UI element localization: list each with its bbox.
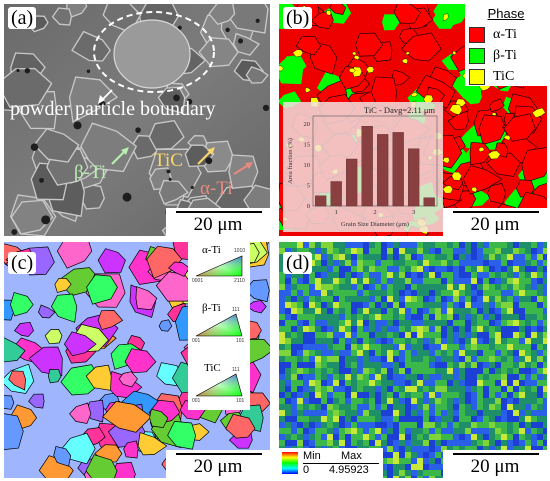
histogram-bar bbox=[408, 148, 420, 207]
alpha-annotation: α-Ti bbox=[200, 178, 233, 199]
histogram-title: TiC - Davg=2.11 μm bbox=[364, 105, 435, 115]
panel-c-ipf-map: (c) α-Ti 0001 2110 bbox=[4, 242, 270, 478]
ipf-triangles bbox=[195, 255, 243, 397]
ipf-beta-triangle bbox=[195, 313, 243, 337]
scale-bar bbox=[176, 211, 262, 213]
scale-bar bbox=[176, 453, 262, 455]
panel-a-label: (a) bbox=[8, 7, 37, 29]
powder-particle bbox=[113, 19, 191, 89]
ipf-alpha-triangle bbox=[195, 255, 243, 277]
histogram-xlabel: Grain Size Diameter (μm) bbox=[341, 221, 409, 228]
histogram-frame bbox=[312, 115, 438, 207]
boundary-annotation: powder particle boundary bbox=[10, 98, 216, 120]
tic-swatch bbox=[469, 68, 485, 85]
ipf-tic-corner-3: 111 bbox=[232, 367, 240, 373]
histogram-bar bbox=[423, 197, 435, 207]
boundary-outline bbox=[93, 11, 215, 93]
colorbar-max-value: 4.95923 bbox=[329, 464, 369, 476]
ipf-alpha-corner-2: 2110 bbox=[234, 278, 245, 284]
x-tick-label: 1 bbox=[335, 209, 338, 216]
histogram-inset: 0 5 10 15 20 1 2 3 TiC - Davg=2.11 μm Grain Size … bbox=[283, 102, 443, 232]
scale-label: 20 μm bbox=[193, 456, 243, 477]
phase-legend: Phase α-Ti β-Ti TiC bbox=[465, 4, 547, 86]
ipf-tic-triangle bbox=[195, 373, 243, 397]
ipf-tic-corner-2: 101 bbox=[236, 398, 245, 404]
grain-size-histogram: 0 5 10 15 20 1 2 3 TiC - Davg=2.11 μm Grain Size … bbox=[283, 102, 443, 232]
histogram-bar bbox=[346, 158, 358, 207]
ipf-alpha-name: α-Ti bbox=[202, 244, 221, 256]
x-tick-label: 3 bbox=[412, 209, 415, 216]
y-tick-label: 20 bbox=[304, 121, 311, 128]
histogram-ylabel: Area fraction (%) bbox=[287, 138, 294, 184]
histogram-bar bbox=[392, 132, 404, 207]
scale-bar bbox=[453, 453, 539, 455]
colorbar-max-label: Max bbox=[341, 450, 362, 462]
y-tick-label: 0 bbox=[307, 203, 310, 210]
colorbar-min-value: 0 bbox=[303, 464, 310, 476]
panel-d-scalebar: 20 μm bbox=[443, 450, 547, 478]
panel-b-scalebar: 20 μm bbox=[443, 208, 547, 236]
ipf-beta-corner-1: 001 bbox=[192, 338, 201, 344]
legend-item-tic: TiC bbox=[465, 66, 547, 87]
panel-b-phase-map: (b) Phase α-Ti β-Ti TiC 0 5 10 15 20 1 2 3 TiC -… bbox=[279, 4, 547, 236]
beta-annotation: β-Ti bbox=[74, 162, 107, 183]
histogram-bar bbox=[377, 134, 389, 207]
panel-d-kam-map: (d) Min Max 0 4.95923 20 μm bbox=[279, 242, 547, 478]
ipf-beta-name: β-Ti bbox=[202, 302, 221, 314]
scale-label: 20 μm bbox=[470, 214, 520, 235]
colorbar-min-label: Min bbox=[303, 450, 321, 462]
panel-b-label: (b) bbox=[283, 7, 313, 29]
y-tick-label: 15 bbox=[304, 142, 311, 149]
alpha-swatch bbox=[469, 26, 485, 43]
panel-d-label: (d) bbox=[283, 252, 313, 274]
ipf-tic-corner-1: 001 bbox=[192, 398, 201, 404]
y-tick-label: 10 bbox=[304, 162, 311, 169]
ipf-beta-corner-2: 101 bbox=[236, 338, 245, 344]
beta-swatch bbox=[469, 47, 485, 64]
legend-title: Phase bbox=[487, 6, 525, 21]
histogram-bar bbox=[330, 181, 342, 207]
x-tick-label: 2 bbox=[373, 209, 376, 216]
scale-label: 20 μm bbox=[470, 456, 520, 477]
panel-c-label: (c) bbox=[8, 252, 37, 274]
histogram-bar bbox=[361, 126, 373, 207]
legend-item-beta: β-Ti bbox=[465, 45, 547, 66]
ipf-alpha-corner-1: 0001 bbox=[192, 278, 204, 284]
scale-bar bbox=[453, 211, 539, 213]
ipf-alpha-corner-3: 1010 bbox=[234, 248, 246, 254]
panel-a-scalebar: 20 μm bbox=[166, 208, 270, 236]
kam-colorbar: Min Max 0 4.95923 bbox=[279, 448, 383, 478]
y-tick-label: 5 bbox=[307, 183, 310, 190]
ipf-tic-name: TiC bbox=[204, 362, 221, 374]
histogram-bar bbox=[315, 195, 327, 207]
panel-c-scalebar: 20 μm bbox=[166, 450, 270, 478]
legend-item-alpha: α-Ti bbox=[465, 24, 547, 45]
kam-map bbox=[279, 242, 547, 478]
tic-annotation: TiC bbox=[154, 150, 183, 171]
panel-a-sem: (a) powder particle boundary β-Ti TiC α-… bbox=[4, 4, 270, 236]
ipf-legend: α-Ti 0001 2110 1010 bbox=[188, 242, 250, 410]
colorbar-gradient bbox=[282, 452, 298, 474]
ipf-beta-corner-3: 111 bbox=[232, 307, 240, 313]
scale-label: 20 μm bbox=[193, 214, 243, 235]
